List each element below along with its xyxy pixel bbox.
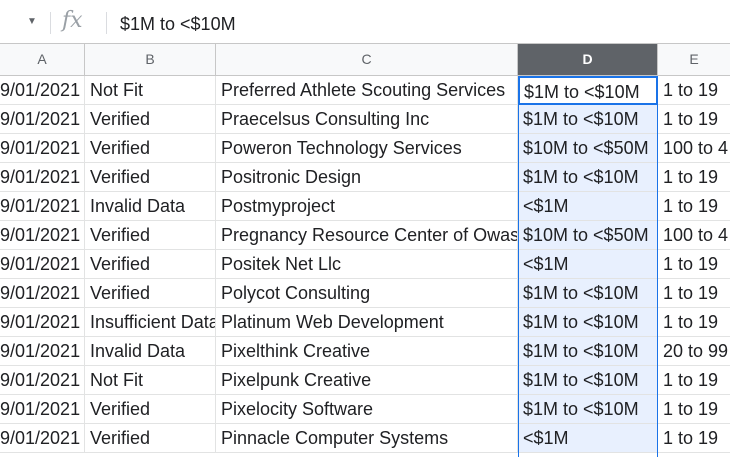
cell-revenue[interactable]: <$1M (518, 250, 658, 278)
cell-date[interactable]: 9/01/2021 (0, 192, 85, 220)
cell-company[interactable]: Pixelthink Creative (216, 337, 518, 365)
cell-date[interactable]: 9/01/2021 (0, 105, 85, 133)
cell-company[interactable]: Positek Net Llc (216, 250, 518, 278)
cell-employees[interactable]: 1 to 19 (663, 254, 719, 274)
cell-status[interactable]: Not Fit (85, 366, 216, 394)
cell-revenue[interactable]: $1M to <$10M (518, 366, 658, 394)
cell-date[interactable]: 9/01/2021 (0, 395, 85, 423)
cell-status[interactable]: Verified (85, 424, 216, 452)
cell-revenue[interactable]: <$1M (518, 192, 658, 220)
cell-date[interactable]: 9/01/2021 (0, 250, 85, 278)
cell-company[interactable]: Pixelpunk Creative (216, 366, 518, 394)
cell-status[interactable]: Verified (85, 105, 216, 133)
table-row: 9/01/2021 Verified Pinnacle Computer Syste… (0, 424, 730, 453)
cell-status[interactable]: Verified (85, 134, 216, 162)
column-header-b[interactable]: B (85, 44, 216, 75)
cell-company[interactable]: Platinum Web Development (216, 308, 518, 336)
cell-employees[interactable]: 1 to 19 (663, 283, 719, 303)
cell-revenue[interactable]: $1M to <$10M (518, 337, 658, 365)
table-row: 9/01/2021 Invalid Data Pixelthink Creative… (0, 337, 730, 366)
cell-status[interactable]: Invalid Data (85, 337, 216, 365)
cell-employees[interactable]: 20 to 99 (663, 341, 729, 361)
table-row: 9/01/2021 Verified Poweron Technology Serv… (0, 134, 730, 163)
cell-status[interactable]: Verified (85, 279, 216, 307)
table-row: 9/01/2021 Verified Positek Net Llc <$1M 1 to… (0, 250, 730, 279)
cell-revenue[interactable]: <$1M (518, 424, 658, 452)
cell-employees[interactable]: 1 to 19 (663, 312, 719, 332)
cell-company[interactable]: Polycot Consulting (216, 279, 518, 307)
formula-bar: ▼ fx $1M to <$10M (0, 0, 730, 44)
formula-bar-divider (106, 12, 107, 34)
cell-employees[interactable]: 1 to 19 (663, 370, 719, 390)
cell-date[interactable]: 9/01/2021 (0, 279, 85, 307)
cell-revenue[interactable]: $1M to <$10M (518, 308, 658, 336)
cell-revenue[interactable]: $1M to <$10M (518, 163, 658, 191)
cell-employees[interactable]: 1 to 19 (663, 428, 719, 448)
cell-date[interactable]: 9/01/2021 (0, 424, 85, 452)
formula-bar-divider (50, 12, 51, 34)
active-cell[interactable]: $1M to <$10M (518, 76, 658, 105)
cell-employees[interactable]: 1 to 19 (663, 109, 719, 129)
active-cell-value: $1M to <$10M (524, 82, 640, 102)
cell-revenue[interactable]: $10M to <$50M (518, 221, 658, 249)
cell-company[interactable]: Preferred Athlete Scouting Services (216, 76, 518, 104)
column-header-a[interactable]: A (0, 44, 85, 75)
cell-company[interactable]: Positronic Design (216, 163, 518, 191)
column-header-row: A B C D E (0, 44, 730, 76)
cell-status[interactable]: Invalid Data (85, 192, 216, 220)
cell-date[interactable]: 9/01/2021 (0, 163, 85, 191)
table-row: 9/01/2021 Verified Praecelsus Consulting I… (0, 105, 730, 134)
cell-date[interactable]: 9/01/2021 (0, 76, 85, 104)
cell-revenue[interactable]: $1M to <$10M (518, 105, 658, 133)
cell-company[interactable]: Postmyproject (216, 192, 518, 220)
cell-employees[interactable]: 100 to 4 (663, 138, 729, 158)
table-row: 9/01/2021 Insufficient Data Platinum Web D… (0, 308, 730, 337)
cell-status[interactable]: Not Fit (85, 76, 216, 104)
cell-revenue[interactable]: $1M to <$10M (518, 395, 658, 423)
cell-status[interactable]: Verified (85, 221, 216, 249)
cell-date[interactable]: 9/01/2021 (0, 337, 85, 365)
cell-revenue[interactable]: $10M to <$50M (518, 134, 658, 162)
cell-company[interactable]: Poweron Technology Services (216, 134, 518, 162)
cell-employees[interactable]: 1 to 19 (663, 399, 719, 419)
cell-revenue[interactable]: $1M to <$10M (518, 279, 658, 307)
column-header-d[interactable]: D (518, 44, 658, 75)
cell-company[interactable]: Pixelocity Software (216, 395, 518, 423)
column-header-c[interactable]: C (216, 44, 518, 75)
name-box-dropdown-icon[interactable]: ▼ (27, 16, 37, 27)
cell-company[interactable]: Praecelsus Consulting Inc (216, 105, 518, 133)
cell-status[interactable]: Insufficient Data (85, 308, 216, 336)
cell-company[interactable]: Pregnancy Resource Center of Owas (216, 221, 518, 249)
formula-input[interactable]: $1M to <$10M (120, 14, 236, 34)
table-row: 9/01/2021 Verified Pixelocity Software $1M … (0, 395, 730, 424)
cell-date[interactable]: 9/01/2021 (0, 134, 85, 162)
cell-employees[interactable]: 1 to 19 (663, 167, 719, 187)
table-row: 9/01/2021 Verified Positronic Design $1M to… (0, 163, 730, 192)
cell-employees[interactable]: 1 to 19 (663, 196, 719, 216)
cell-date[interactable]: 9/01/2021 (0, 221, 85, 249)
cell-employees[interactable]: 1 to 19 (663, 80, 719, 100)
cell-status[interactable]: Verified (85, 395, 216, 423)
cell-date[interactable]: 9/01/2021 (0, 308, 85, 336)
cell-company[interactable]: Pinnacle Computer Systems (216, 424, 518, 452)
table-row: 9/01/2021 Invalid Data Postmyproject <$1M 1 … (0, 192, 730, 221)
cell-employees[interactable]: 100 to 4 (663, 225, 729, 245)
cell-status[interactable]: Verified (85, 163, 216, 191)
column-header-e[interactable]: E (689, 51, 699, 67)
sheet-grid: 9/01/2021 Not Fit Preferred Athlete Scouti… (0, 76, 730, 457)
cell-status[interactable]: Verified (85, 250, 216, 278)
cell-date[interactable]: 9/01/2021 (0, 366, 85, 394)
table-row: 9/01/2021 Not Fit Pixelpunk Creative $1M to… (0, 366, 730, 395)
table-row: 9/01/2021 Verified Pregnancy Resource Cent… (0, 221, 730, 250)
table-row: 9/01/2021 Verified Polycot Consulting $1M t… (0, 279, 730, 308)
fx-icon: fx (62, 8, 83, 33)
